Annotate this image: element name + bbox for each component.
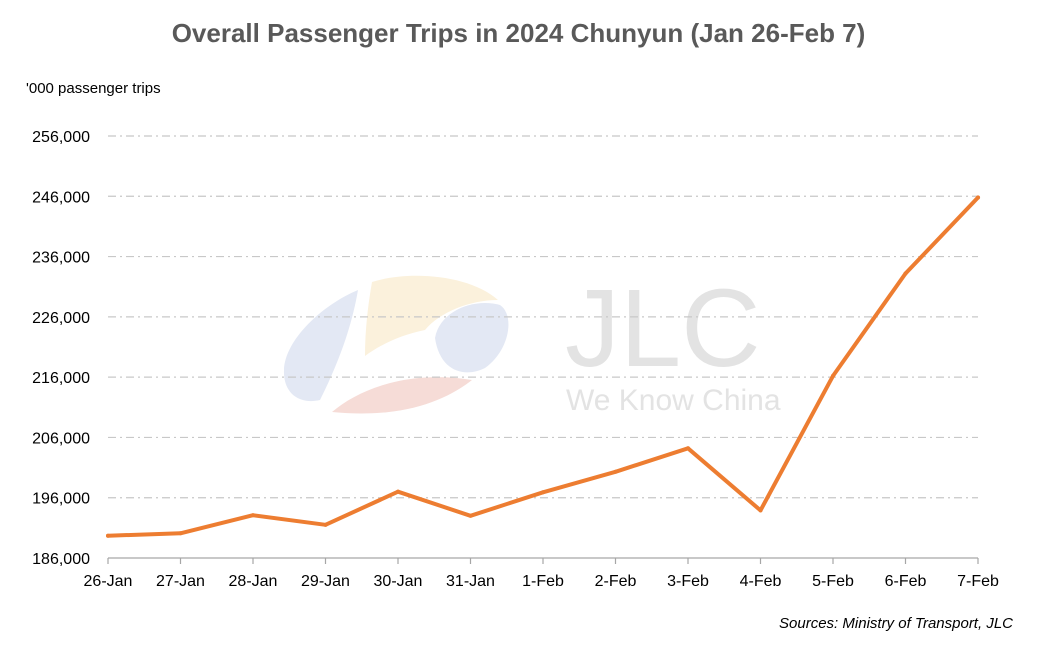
- watermark-yellow-arc: [365, 275, 498, 356]
- jlc-watermark: JLC We Know China: [283, 267, 781, 417]
- y-tick-label: 186,000: [32, 551, 90, 568]
- data-point: [323, 522, 328, 527]
- x-axis: [107, 557, 979, 564]
- y-tick-label: 236,000: [32, 250, 90, 267]
- x-tick-label: 29-Jan: [301, 573, 350, 590]
- data-point: [178, 531, 183, 536]
- watermark-tagline-text: We Know China: [566, 384, 781, 417]
- data-point: [903, 271, 908, 276]
- y-tick-labels: 186,000 196,000 206,000 216,000 226,000 236,0…: [32, 129, 90, 568]
- x-tick-label: 28-Jan: [229, 573, 278, 590]
- series-layer: [106, 195, 980, 538]
- data-point: [396, 489, 400, 494]
- y-tick-label: 226,000: [32, 310, 90, 327]
- x-tick-label: 4-Feb: [740, 573, 782, 590]
- x-tick-label: 30-Jan: [374, 573, 423, 590]
- data-point: [758, 508, 763, 513]
- x-tick-label: 27-Jan: [156, 573, 205, 590]
- x-tick-label: 3-Feb: [667, 573, 709, 590]
- y-tick-label: 196,000: [32, 491, 90, 508]
- series-line: [106, 195, 980, 538]
- x-tick-label: 2-Feb: [595, 573, 637, 590]
- data-point: [541, 490, 545, 495]
- x-tick-label: 5-Feb: [812, 573, 854, 590]
- x-tick-label: 1-Feb: [522, 573, 564, 590]
- x-tick-label: 26-Jan: [84, 573, 133, 590]
- watermark-red-swoosh: [332, 377, 472, 414]
- watermark-blue-oval: [435, 303, 509, 373]
- y-tick-label: 246,000: [32, 189, 90, 206]
- gridlines: [108, 135, 978, 499]
- watermark-blue-leaf: [283, 290, 358, 402]
- source-note: Sources: Ministry of Transport, JLC: [779, 615, 1013, 632]
- data-point: [613, 469, 618, 474]
- y-axis-unit-label: '000 passenger trips: [26, 80, 161, 97]
- data-point: [251, 513, 255, 518]
- x-tick-label: 7-Feb: [957, 573, 999, 590]
- data-point: [831, 373, 835, 378]
- x-tick-labels: 26-Jan 27-Jan 28-Jan 29-Jan 30-Jan 31-Jan 1-Fe…: [84, 573, 999, 590]
- y-tick-label: 256,000: [32, 129, 90, 146]
- x-tick-label: 6-Feb: [885, 573, 927, 590]
- y-tick-label: 206,000: [32, 430, 90, 447]
- data-point: [686, 446, 690, 451]
- data-point: [106, 533, 110, 538]
- watermark-brand-text: JLC: [565, 267, 761, 390]
- data-point: [468, 513, 473, 518]
- data-point: [976, 195, 980, 200]
- y-tick-label: 216,000: [32, 370, 90, 387]
- chart-title: Overall Passenger Trips in 2024 Chunyun …: [171, 18, 866, 48]
- x-tick-label: 31-Jan: [446, 573, 495, 590]
